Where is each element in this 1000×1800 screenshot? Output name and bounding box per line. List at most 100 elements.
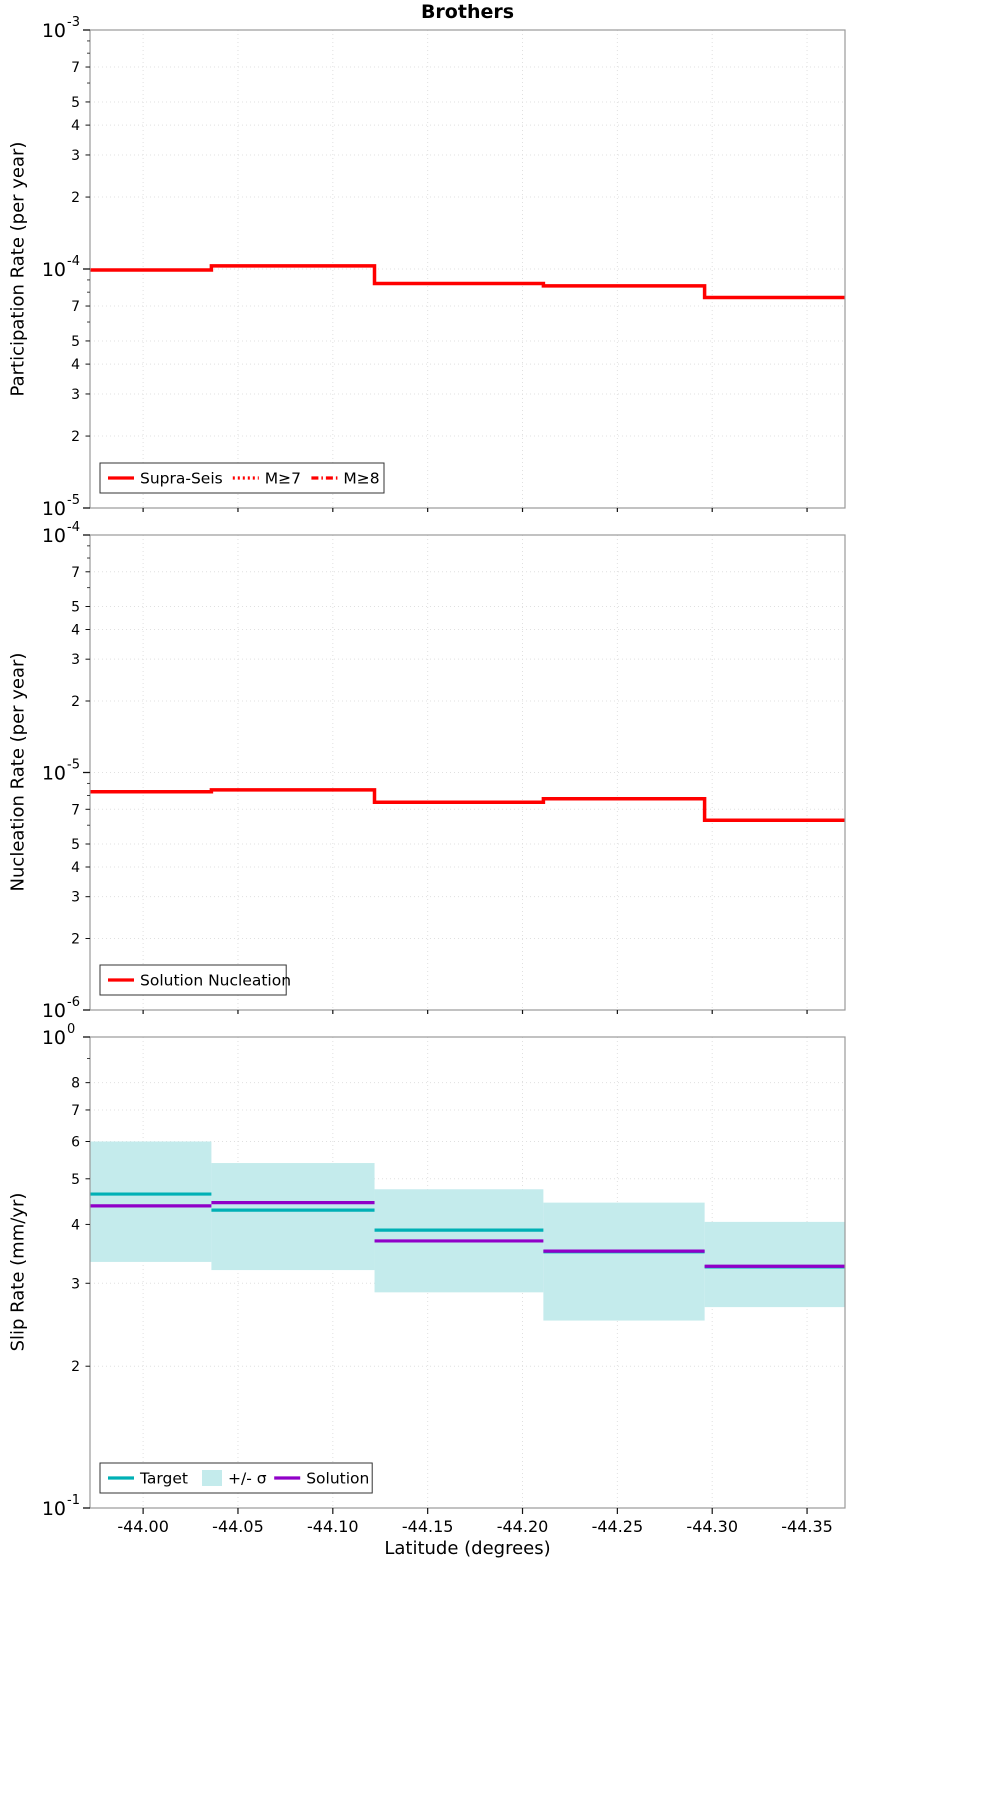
band-segment: [211, 1163, 375, 1271]
series-solution: [90, 1201, 845, 1268]
grid: [90, 1036, 845, 1509]
y-tick-label-base: 10: [42, 525, 66, 547]
y-tick-label-minor: 6: [71, 1134, 80, 1150]
y-tick-label-minor: 5: [71, 334, 80, 350]
x-tick-label: -44.05: [212, 1517, 264, 1536]
y-tick-label-base: 10: [42, 498, 66, 520]
x-tick-label: -44.10: [307, 1517, 359, 1536]
legend-item-m-ge-7: M≥7: [232, 470, 301, 488]
legend-item-solution-nucleation: Solution Nucleation: [108, 972, 291, 990]
plot-border: [89, 534, 846, 1011]
x-tick-label: -44.15: [402, 1517, 454, 1536]
y-tick-label-minor: 5: [71, 1172, 80, 1188]
y-tick-label-minor: 5: [71, 599, 80, 615]
y-tick-label-minor: 7: [71, 1103, 80, 1119]
y-tick-label-exponent: 0: [67, 1022, 75, 1037]
legend-item-solution: Solution: [274, 1470, 369, 1488]
y-tick-label-minor: 5: [71, 95, 80, 111]
x-tick-label: -44.25: [592, 1517, 644, 1536]
y-tick-label-base: 10: [42, 763, 66, 785]
y-tick-label-base: 10: [42, 1498, 66, 1520]
y-tick-label-minor: 3: [71, 1276, 80, 1292]
legend: Solution Nucleation: [99, 964, 291, 996]
y-tick-label-minor: 7: [71, 802, 80, 818]
y-tick-label-minor: 4: [71, 623, 80, 639]
x-tick-label: -44.20: [497, 1517, 549, 1536]
y-tick-label-exponent: -5: [67, 758, 80, 773]
y-tick-label-minor: 3: [71, 652, 80, 668]
step-line: [90, 788, 845, 822]
legend-label-m-ge-8: M≥8: [343, 470, 379, 488]
legend-box: [99, 462, 385, 494]
legend-label-m-ge-7: M≥7: [265, 470, 301, 488]
y-tick-label-minor: 4: [71, 1217, 80, 1233]
band-segment: [704, 1221, 845, 1308]
y-tick-label-minor: 3: [71, 890, 80, 906]
legend-box: [99, 1462, 373, 1494]
series-layer: [90, 264, 845, 300]
series-layer: [90, 1141, 845, 1321]
y-tick-label-minor: 4: [71, 118, 80, 134]
y-tick-label-minor: 5: [71, 837, 80, 853]
series-layer: [90, 788, 845, 822]
figure-title: Brothers: [420, 1, 515, 23]
y-tick-label-minor: 8: [71, 1076, 80, 1092]
y-tick-label-minor: 4: [71, 357, 80, 373]
y-tick-label-minor: 2: [71, 1359, 80, 1375]
legend-item-supra-seis: Supra-Seis: [108, 470, 223, 488]
y-tick-label-minor: 7: [71, 299, 80, 315]
legend-label-solution-nucleation: Solution Nucleation: [140, 972, 291, 990]
legend-label-solution: Solution: [306, 1470, 369, 1488]
x-tick-label: -44.30: [686, 1517, 738, 1536]
y-tick-label-exponent: -6: [67, 995, 80, 1010]
legend-item-sigma-band: +/- σ: [202, 1470, 267, 1488]
plot-border: [89, 1036, 846, 1509]
y-tick-label-exponent: -4: [67, 520, 80, 535]
y-tick-label-base: 10: [42, 20, 66, 42]
y-tick-label-minor: 2: [71, 932, 80, 948]
series-supra-seis: [90, 264, 845, 300]
y-tick-label-exponent: -4: [67, 254, 80, 269]
legend-swatch-sigma-band: [202, 1470, 222, 1486]
step-line: [90, 264, 845, 300]
legend-item-m-ge-8: M≥8: [311, 470, 380, 488]
x-tick-label: -44.35: [781, 1517, 833, 1536]
y-tick-label-minor: 2: [71, 190, 80, 206]
y-tick-label-exponent: -1: [67, 1493, 80, 1508]
y-tick-label-minor: 7: [71, 60, 80, 76]
legend-label-sigma-band: +/- σ: [228, 1470, 267, 1488]
y-tick-label-minor: 3: [71, 387, 80, 403]
y-tick-label-base: 10: [42, 1000, 66, 1022]
y-tick-label-minor: 2: [71, 429, 80, 445]
y-tick-label-exponent: -3: [67, 15, 80, 30]
y-tick-label-exponent: -5: [67, 493, 80, 508]
y-tick-label-base: 10: [42, 259, 66, 281]
x-axis: [142, 508, 808, 512]
y-tick-label-base: 10: [42, 1027, 66, 1049]
legend-label-target: Target: [139, 1470, 188, 1488]
band-segment: [543, 1202, 705, 1321]
grid: [90, 534, 845, 1011]
legend: Supra-Seis M≥7 M≥8: [99, 462, 385, 494]
y-tick-label-minor: 7: [71, 565, 80, 581]
legend: Target +/- σ Solution: [99, 1462, 373, 1494]
legend-label-supra-seis: Supra-Seis: [140, 470, 223, 488]
x-axis: [142, 1010, 808, 1014]
x-axis-label-latitude: Latitude (degrees): [384, 1538, 551, 1559]
legend-item-target: Target: [108, 1470, 188, 1488]
series-sigma-band: [90, 1141, 845, 1321]
band-segment: [90, 1141, 212, 1262]
series-solution-nucleation: [90, 788, 845, 822]
x-tick-label: -44.00: [117, 1517, 169, 1536]
y-tick-label-minor: 3: [71, 148, 80, 164]
y-tick-label-minor: 4: [71, 860, 80, 876]
x-axis: -44.00 -44.05 -44.10 -44.15 -44.20 -44.25 -44.…: [117, 1508, 833, 1536]
